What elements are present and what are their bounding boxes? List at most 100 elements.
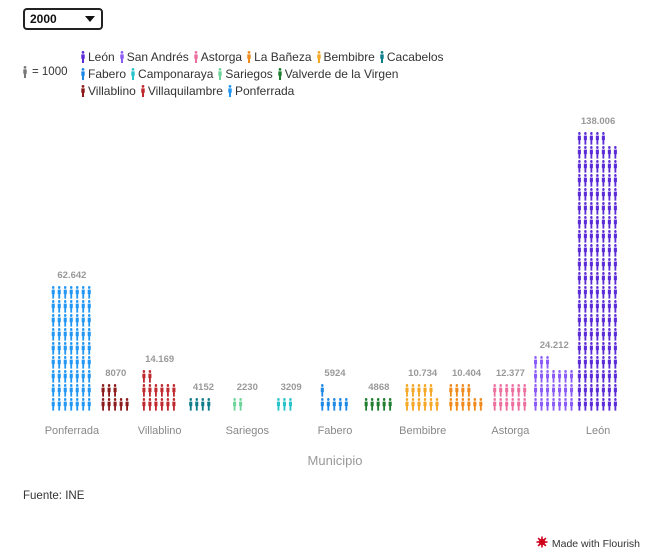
x-axis-title: Municipio (307, 453, 363, 468)
person-mark (364, 398, 368, 411)
person-mark (63, 342, 67, 355)
legend-item[interactable]: Astorga (193, 50, 242, 64)
bar-la-ba-eza[interactable] (449, 384, 483, 411)
person-mark (577, 188, 581, 201)
person-mark (583, 314, 587, 327)
legend-item[interactable]: Cacabelos (379, 50, 444, 64)
person-mark (87, 328, 91, 341)
person-mark (563, 370, 568, 383)
legend-item[interactable]: Villaquilambre (140, 84, 223, 98)
person-mark (51, 356, 55, 369)
person-mark (589, 244, 593, 257)
person-mark (589, 132, 593, 145)
year-select[interactable]: 2000 (23, 8, 103, 30)
person-mark (449, 384, 453, 397)
person-mark (601, 314, 605, 327)
person-mark (613, 286, 617, 299)
person-mark (595, 300, 599, 313)
bar-san-andr-s[interactable] (533, 356, 574, 411)
value-label: 10.734 (408, 368, 438, 379)
person-icon (119, 50, 125, 63)
legend-item[interactable]: Fabero (80, 67, 126, 81)
value-label: 138.006 (581, 116, 615, 127)
person-mark (51, 384, 55, 397)
bar-sariegos[interactable] (233, 398, 243, 411)
person-mark (563, 384, 568, 397)
value-label: 10.404 (452, 368, 482, 379)
person-mark (607, 146, 611, 159)
person-mark (160, 384, 164, 397)
person-mark (589, 272, 593, 285)
person-mark (583, 244, 587, 257)
person-mark (613, 370, 617, 383)
made-with-flourish-link[interactable]: Made with Flourish (536, 536, 640, 551)
legend-row: Fabero Camponaraya Sariegos Valverde de la … (80, 65, 500, 82)
bar-bembibre[interactable] (405, 384, 439, 411)
person-mark (607, 174, 611, 187)
person-mark (607, 230, 611, 243)
person-mark (607, 356, 611, 369)
person-mark (601, 370, 605, 383)
person-mark (577, 174, 581, 187)
person-mark (511, 384, 515, 397)
person-mark (326, 398, 330, 411)
legend-item[interactable]: San Andrés (119, 50, 189, 64)
legend-item[interactable]: Valverde de la Virgen (277, 67, 398, 81)
person-mark (154, 384, 158, 397)
person-mark (435, 398, 439, 411)
person-mark (113, 398, 117, 411)
person-mark (589, 188, 593, 201)
bar-astorga[interactable] (493, 384, 527, 411)
person-mark (87, 356, 91, 369)
person-mark (577, 384, 581, 397)
bar-villablino[interactable] (101, 384, 129, 411)
person-mark (601, 356, 605, 369)
legend-item[interactable]: Camponaraya (130, 67, 213, 81)
person-mark (589, 384, 593, 397)
person-mark (613, 328, 617, 341)
person-mark (557, 398, 562, 411)
legend-item[interactable]: Villablino (80, 84, 136, 98)
person-mark (577, 314, 581, 327)
legend-item[interactable]: Bembibre (316, 50, 375, 64)
person-mark (583, 370, 587, 383)
legend-item[interactable]: Ponferrada (227, 84, 294, 98)
bar-camponaraya[interactable] (276, 398, 292, 411)
person-mark (607, 384, 611, 397)
bar-ponferrada[interactable] (51, 286, 91, 411)
person-mark (583, 146, 587, 159)
person-mark (107, 384, 111, 397)
bar-valverde-de-la-virgen[interactable] (364, 398, 392, 411)
bar-fabero[interactable] (320, 384, 348, 411)
legend-item[interactable]: León (80, 50, 115, 64)
person-mark (577, 244, 581, 257)
person-mark (589, 286, 593, 299)
person-mark (569, 398, 574, 411)
bar-villaquilambre[interactable] (142, 370, 176, 411)
person-mark (417, 384, 421, 397)
made-with-flourish-label: Made with Flourish (551, 537, 640, 550)
person-mark (207, 398, 211, 411)
person-mark (595, 328, 599, 341)
person-mark (405, 384, 409, 397)
person-mark (405, 398, 409, 411)
value-label: 12.377 (496, 368, 525, 379)
person-mark (607, 188, 611, 201)
person-mark (57, 370, 61, 383)
person-mark (601, 132, 605, 145)
legend-item[interactable]: La Bañeza (246, 50, 312, 64)
legend-item[interactable]: Sariegos (217, 67, 273, 81)
bar-le-n[interactable] (577, 132, 617, 411)
person-mark (613, 230, 617, 243)
person-mark (344, 398, 348, 411)
person-mark (57, 342, 61, 355)
person-mark (539, 398, 544, 411)
person-mark (63, 300, 67, 313)
person-mark (601, 384, 605, 397)
person-mark (601, 342, 605, 355)
person-mark (595, 272, 599, 285)
person-mark (595, 146, 599, 159)
bar-cacabelos[interactable] (189, 398, 211, 411)
chevron-down-icon (85, 16, 95, 22)
person-mark (533, 370, 538, 383)
